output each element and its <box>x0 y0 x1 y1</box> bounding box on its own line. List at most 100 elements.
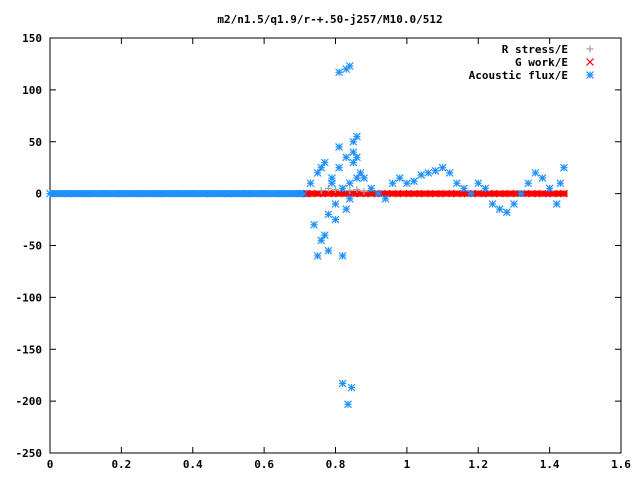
acoustic-flux-e-point <box>474 179 483 188</box>
plot-frame <box>49 37 622 454</box>
acoustic-flux-e-point <box>559 163 568 172</box>
acoustic-flux-e-point <box>313 251 322 260</box>
acoustic-flux-e-point <box>331 215 340 224</box>
acoustic-flux-e-point <box>242 189 251 198</box>
acoustic-flux-e-point <box>510 200 518 208</box>
acoustic-flux-e-point <box>467 189 476 198</box>
acoustic-flux-e-point <box>306 179 315 188</box>
acoustic-flux-e-point <box>360 174 368 182</box>
legend-marker <box>586 58 594 66</box>
acoustic-flux-e-point <box>345 179 354 188</box>
y-tick-label: 150 <box>22 32 42 45</box>
acoustic-flux-e-point <box>295 189 304 198</box>
y-tick-label: -100 <box>16 291 43 304</box>
y-tick-label: 100 <box>22 84 42 97</box>
g-work-e-point <box>527 189 536 198</box>
acoustic-flux-e-point <box>344 400 352 409</box>
acoustic-flux-e-point <box>206 189 215 198</box>
acoustic-flux-e-point <box>545 184 554 193</box>
acoustic-flux-e-point <box>452 179 461 188</box>
acoustic-flux-e-point <box>317 163 326 172</box>
acoustic-flux-e-point <box>153 189 161 198</box>
acoustic-flux-e-point <box>320 231 329 240</box>
acoustic-flux-e-point <box>524 179 533 188</box>
legend-marker <box>586 45 594 53</box>
acoustic-flux-e-point <box>260 189 269 198</box>
y-tick-label: 0 <box>35 188 42 201</box>
acoustic-flux-e-point <box>552 200 561 208</box>
acoustic-flux-e-point <box>345 62 354 70</box>
g-work-e-point <box>303 189 311 198</box>
g-work-e-point <box>506 189 515 198</box>
acoustic-flux-e-point <box>347 383 356 392</box>
r-stress-e-point <box>317 187 325 195</box>
g-work-e-point <box>324 189 333 198</box>
acoustic-flux-e-point <box>481 184 490 193</box>
x-axis: 0 0.2 0.4 0.6 0.8 1 1.2 1.4 1.6 <box>47 38 631 471</box>
acoustic-flux-baseline-band <box>50 190 311 198</box>
g-work-e-point <box>463 189 472 198</box>
acoustic-flux-e-point <box>188 189 197 198</box>
y-tick-label: -250 <box>16 447 43 460</box>
g-work-e-point <box>410 189 418 198</box>
x-tick-label: 0.8 <box>326 458 346 471</box>
legend-marker <box>586 71 594 79</box>
acoustic-flux-e-point <box>438 163 447 172</box>
acoustic-flux-e-point <box>381 194 390 203</box>
acoustic-flux-e-point <box>335 68 343 77</box>
acoustic-flux-e-point <box>324 210 333 219</box>
acoustic-flux-e-point <box>531 168 540 177</box>
x-tick-label: 0 <box>47 458 54 471</box>
acoustic-flux-e-point <box>460 184 468 193</box>
legend-label: Acoustic flux/E <box>469 69 568 82</box>
acoustic-flux-e-point <box>538 174 547 182</box>
x-tick-label: 0.2 <box>111 458 131 471</box>
g-work-e-point <box>452 189 461 198</box>
acoustic-flux-e-point <box>495 205 504 214</box>
acoustic-flux-e-point <box>367 184 376 193</box>
x-tick-label: 0.6 <box>254 458 274 471</box>
acoustic-flux-e-point <box>331 200 340 208</box>
acoustic-flux-e-point <box>417 171 426 179</box>
acoustic-flux-e-point <box>335 143 343 151</box>
x-tick-label: 0.4 <box>183 458 203 471</box>
acoustic-flux-e-point <box>352 153 361 162</box>
acoustic-flux-e-point <box>345 194 354 203</box>
x-tick-label: 1.2 <box>468 458 488 471</box>
legend-label: G work/E <box>515 56 568 69</box>
acoustic-flux-e-point <box>320 158 329 167</box>
g-work-e-point <box>431 189 440 198</box>
y-tick-label: -200 <box>16 395 43 408</box>
acoustic-flux-e-point <box>488 200 497 208</box>
acoustic-flux-e-point <box>517 189 525 198</box>
acoustic-flux-e-point <box>349 137 358 146</box>
acoustic-flux-e-point <box>445 168 454 177</box>
r-stress-e-point <box>332 185 339 193</box>
acoustic-flux-e-point <box>310 220 319 229</box>
acoustic-flux-e-point <box>349 148 358 157</box>
r-stress-e-point <box>353 185 361 193</box>
g-work-e-point <box>538 189 547 198</box>
acoustic-flux-e-point <box>224 189 233 198</box>
acoustic-flux-e-point <box>410 177 418 186</box>
g-work-e-point <box>377 189 386 198</box>
g-work-e-point <box>335 189 343 198</box>
acoustic-flux-e-point <box>338 379 347 388</box>
x-tick-label: 1.4 <box>540 458 560 471</box>
r-stress-e-point <box>346 187 354 195</box>
acoustic-flux-e-point <box>338 184 347 193</box>
g-work-e-point <box>399 189 408 198</box>
acoustic-flux-e-point <box>556 179 565 188</box>
chart-title: m2/n1.5/q1.9/r-+.50-j257/M10.0/512 <box>217 13 442 26</box>
acoustic-flux-e-point <box>324 246 333 255</box>
acoustic-flux-e-point <box>338 251 347 260</box>
acoustic-flux-e-point <box>431 166 440 175</box>
x-tick-label: 1.6 <box>611 458 631 471</box>
acoustic-flux-e-point <box>352 174 361 182</box>
acoustic-flux-e-point <box>424 168 433 177</box>
acoustic-flux-e-point <box>335 163 343 172</box>
acoustic-flux-e-point <box>342 205 351 214</box>
g-work-e-point <box>559 189 568 198</box>
acoustic-flux-e-point <box>117 189 126 198</box>
